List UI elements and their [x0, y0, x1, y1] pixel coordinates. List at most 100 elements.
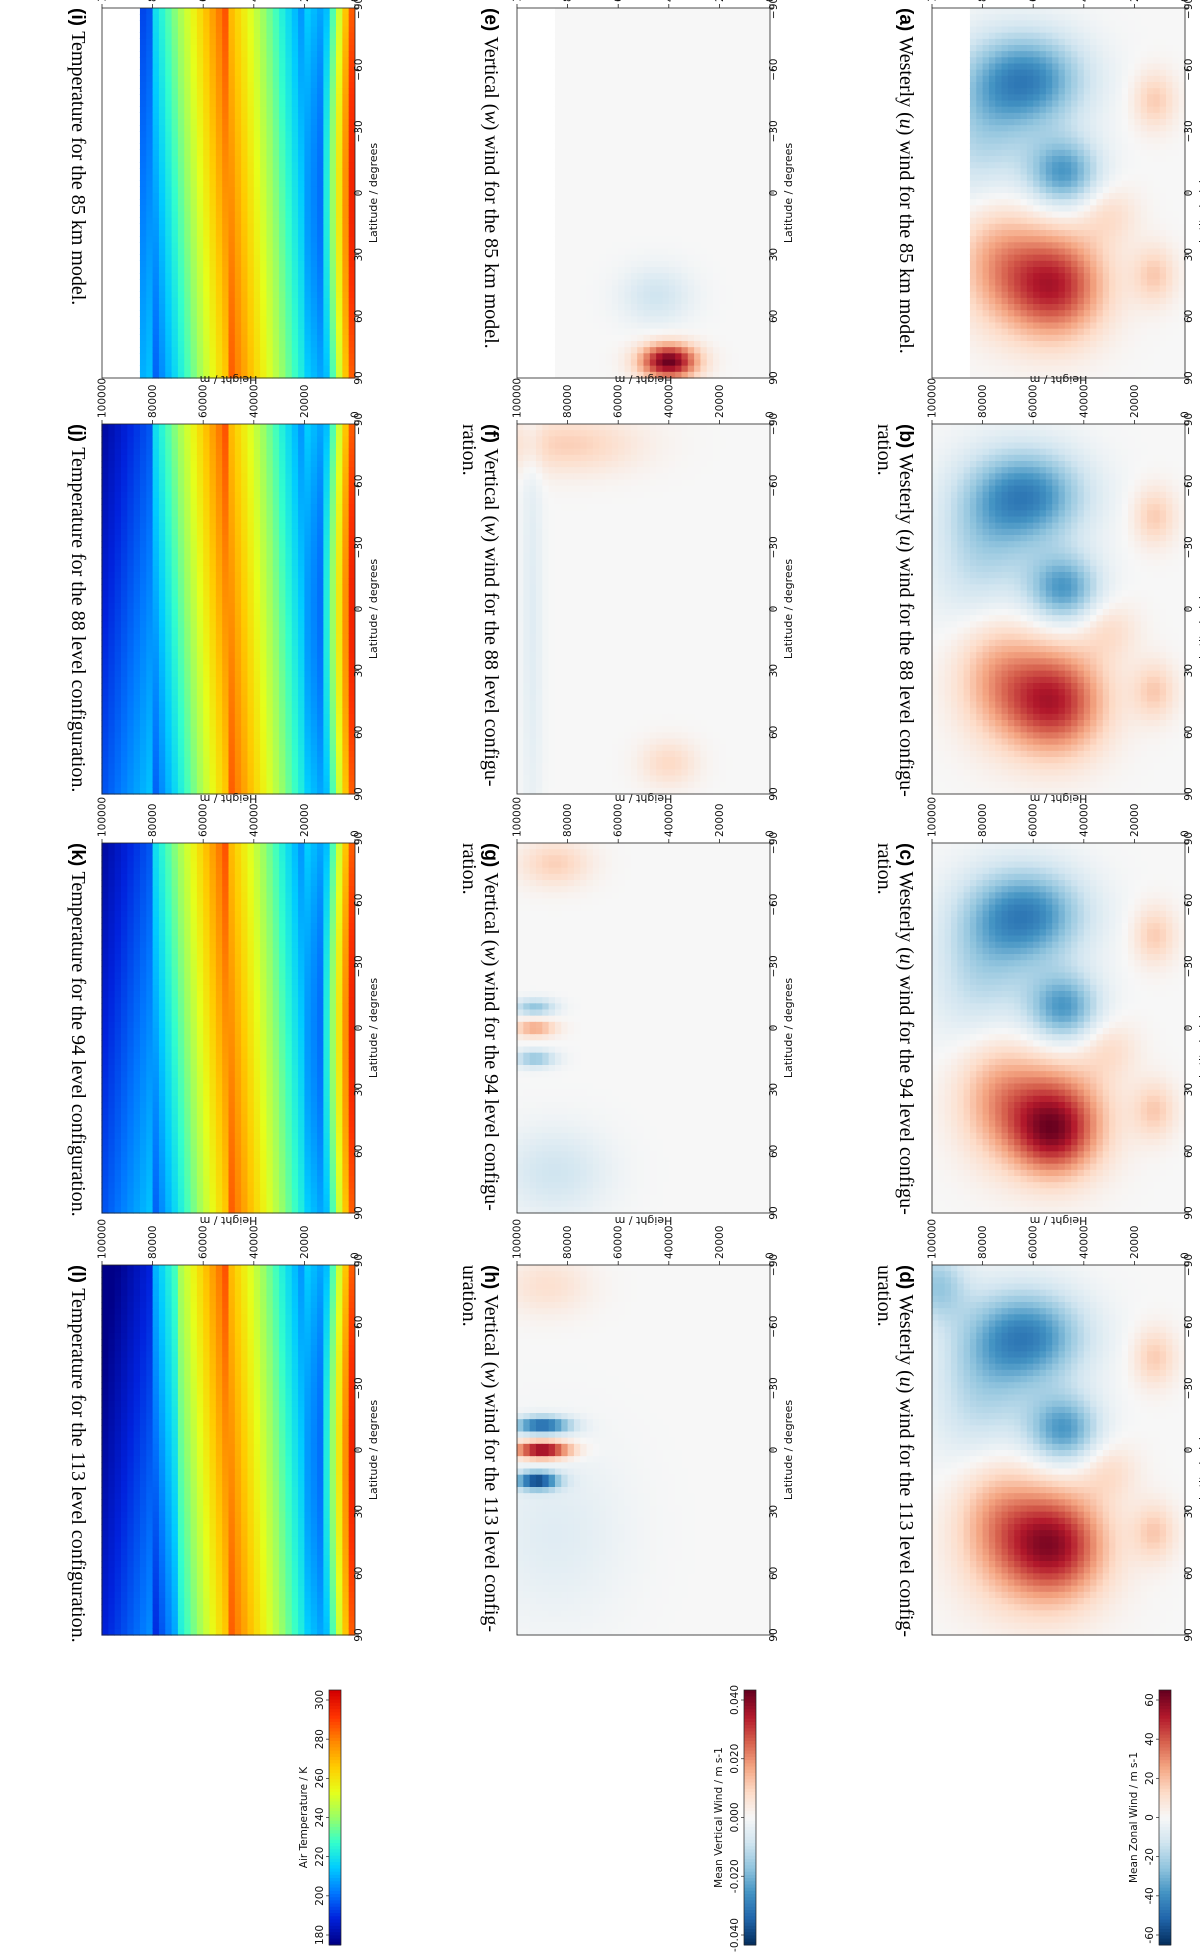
heatmap-cell — [1096, 64, 1103, 71]
heatmap-cell — [1109, 529, 1116, 536]
heatmap-cell — [1064, 720, 1071, 727]
heatmap-cell — [1109, 757, 1116, 764]
heatmap-cell — [1071, 658, 1078, 665]
heatmap-cell — [1172, 621, 1179, 628]
heatmap-cell — [976, 64, 983, 71]
heatmap-cell — [1026, 529, 1033, 536]
heatmap-cell — [1134, 695, 1141, 702]
heatmap-cell — [950, 193, 957, 200]
heatmap-cell — [982, 101, 989, 108]
heatmap-cell — [1146, 175, 1153, 182]
heatmap-cell — [938, 480, 945, 487]
heatmap-cell — [1001, 572, 1008, 579]
heatmap-cell — [1146, 461, 1153, 468]
heatmap-cell — [1026, 510, 1033, 517]
heatmap-cell — [1007, 572, 1014, 579]
heatmap-cell — [1083, 855, 1090, 862]
heatmap-cell — [1007, 20, 1014, 27]
heatmap-cell — [1121, 131, 1128, 138]
heatmap-cell — [995, 76, 1002, 83]
heatmap-cell — [1115, 101, 1122, 108]
heatmap-cell — [969, 782, 976, 789]
heatmap-cell — [1127, 683, 1134, 690]
heatmap-cell — [1058, 156, 1065, 163]
heatmap-cell — [1153, 443, 1160, 450]
heatmap-cell — [1052, 187, 1059, 194]
heatmap-cell — [1178, 702, 1185, 709]
heatmap-cell — [1052, 776, 1059, 783]
heatmap-cell — [1052, 461, 1059, 468]
heatmap-cell — [1052, 769, 1059, 776]
heatmap-cell — [976, 51, 983, 58]
heatmap-cell — [931, 57, 938, 64]
heatmap-cell — [988, 113, 995, 120]
heatmap-cell — [1014, 658, 1021, 665]
heatmap-cell — [1127, 162, 1134, 169]
heatmap-cell — [1014, 255, 1021, 262]
heatmap-cell — [1146, 236, 1153, 243]
heatmap-cell — [950, 535, 957, 542]
heatmap-cell — [1096, 298, 1103, 305]
heatmap-cell — [1039, 255, 1046, 262]
heatmap-cell — [1134, 101, 1141, 108]
heatmap-cell — [1052, 634, 1059, 641]
heatmap-cell — [1121, 732, 1128, 739]
heatmap-cell — [982, 486, 989, 493]
heatmap-cell — [1096, 187, 1103, 194]
heatmap-cell — [1039, 430, 1046, 437]
heatmap-cell — [988, 455, 995, 462]
heatmap-cell — [1007, 535, 1014, 542]
heatmap-cell — [1102, 769, 1109, 776]
heatmap-cell — [1026, 125, 1033, 132]
heatmap-cell — [950, 480, 957, 487]
heatmap-cell — [1096, 473, 1103, 480]
heatmap-cell — [1058, 70, 1065, 77]
heatmap-cell — [1077, 652, 1084, 659]
heatmap-cell — [988, 449, 995, 456]
heatmap-cell — [1102, 175, 1109, 182]
heatmap-cell — [1140, 584, 1147, 591]
heatmap-cell — [931, 310, 938, 317]
heatmap-cell — [995, 150, 1002, 157]
heatmap-cell — [1033, 628, 1040, 635]
heatmap-cell — [944, 492, 951, 499]
heatmap-cell — [931, 677, 938, 684]
heatmap-cell — [1039, 168, 1046, 175]
heatmap-cell — [995, 732, 1002, 739]
heatmap-cell — [950, 776, 957, 783]
heatmap-cell — [963, 554, 970, 561]
heatmap-cell — [1172, 769, 1179, 776]
heatmap-cell — [1140, 70, 1147, 77]
heatmap-cell — [931, 517, 938, 524]
heatmap-cell — [1026, 782, 1033, 789]
heatmap-cell — [950, 597, 957, 604]
heatmap-cell — [957, 131, 964, 138]
heatmap-cell — [1172, 316, 1179, 323]
heatmap-cell — [1165, 88, 1172, 95]
heatmap-cell — [1007, 366, 1014, 373]
heatmap-cell — [1127, 144, 1134, 151]
heatmap-cell — [1071, 224, 1078, 231]
heatmap-cell — [1090, 782, 1097, 789]
heatmap-cell — [1159, 101, 1166, 108]
heatmap-cell — [938, 443, 945, 450]
heatmap-cell — [976, 218, 983, 225]
heatmap-cell — [963, 584, 970, 591]
heatmap-cell — [944, 578, 951, 585]
lat-tick-label: −30 — [1183, 120, 1195, 142]
heatmap-cell — [1083, 843, 1090, 850]
heatmap-cell — [1001, 523, 1008, 530]
heatmap-cell — [1020, 523, 1027, 530]
heatmap-cell — [995, 683, 1002, 690]
heatmap-cell — [988, 634, 995, 641]
heatmap-cell — [969, 628, 976, 635]
heatmap-cell — [1102, 745, 1109, 752]
heatmap-cell — [1115, 424, 1122, 431]
heatmap-cell — [1146, 261, 1153, 268]
heatmap-cell — [950, 855, 957, 862]
heatmap-cell — [1127, 652, 1134, 659]
heatmap-cell — [1014, 646, 1021, 653]
heatmap-cell — [1083, 671, 1090, 678]
heatmap-cell — [1146, 473, 1153, 480]
heatmap-cell — [1064, 652, 1071, 659]
